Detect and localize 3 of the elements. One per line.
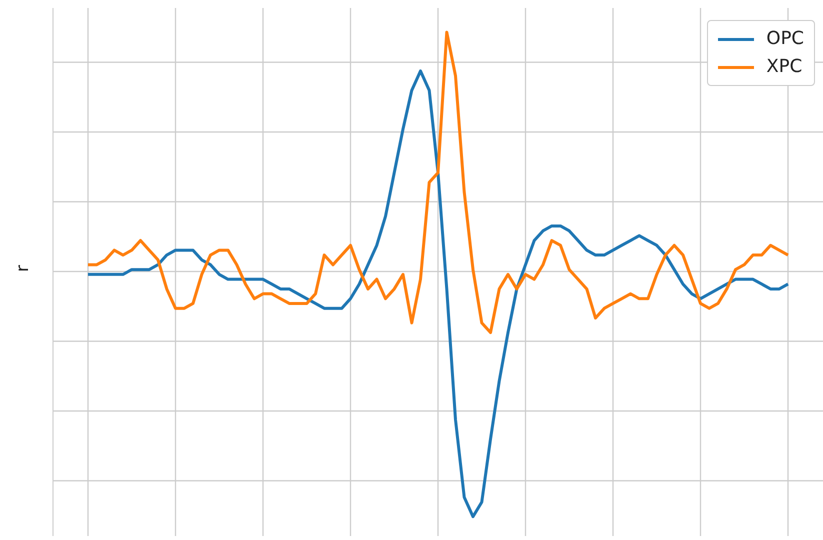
legend-label: OPC [766, 27, 804, 51]
y-axis-title: r [13, 265, 34, 272]
legend-label: XPC [766, 55, 802, 79]
